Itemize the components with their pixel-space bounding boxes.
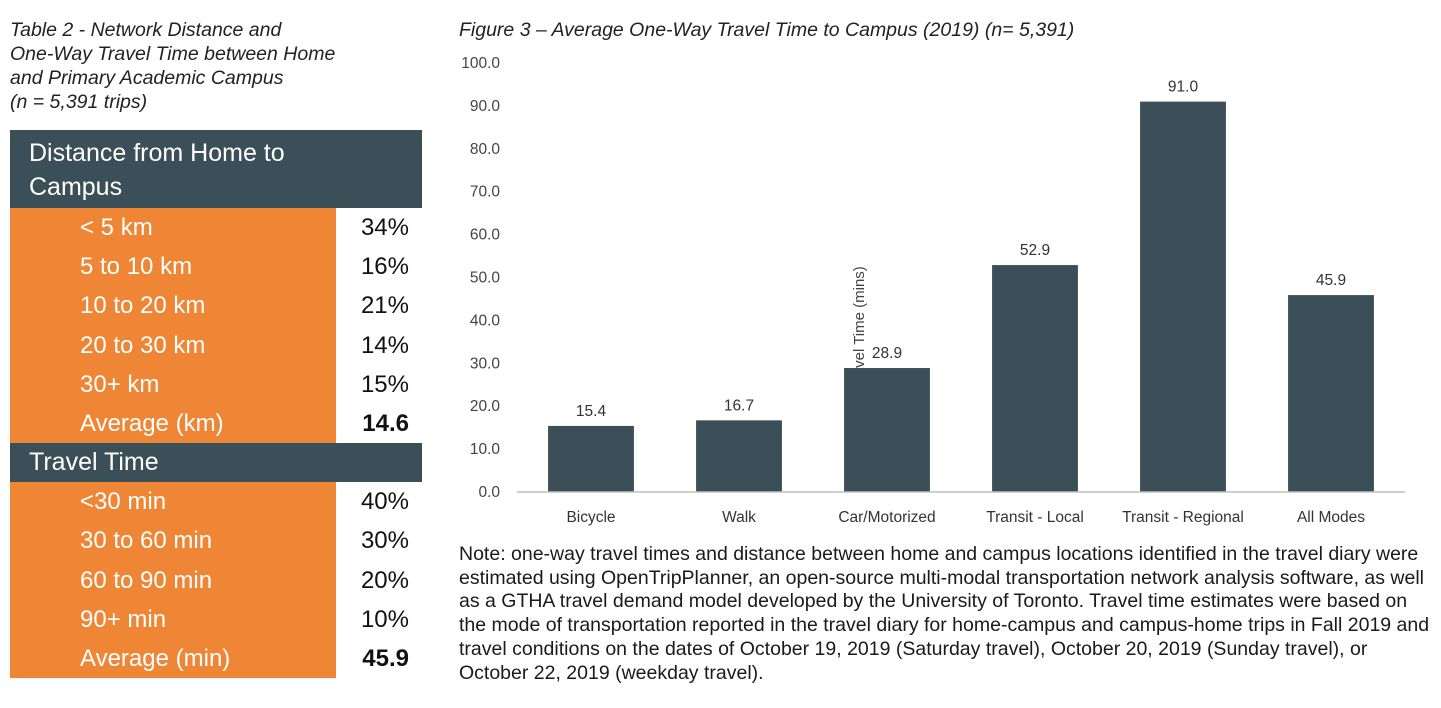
row-label: < 5 km	[10, 208, 336, 248]
table-caption-line: (n = 5,391 trips)	[10, 91, 148, 113]
bar-series	[548, 101, 1374, 493]
data-label: 16.7	[724, 397, 754, 414]
table-row: 30 to 60 min 30%	[10, 521, 422, 561]
y-axis-label: Travel Time (mins)	[851, 266, 868, 390]
row-value: 45.9	[336, 638, 422, 679]
data-label: 15.4	[576, 403, 607, 420]
distance-header-line: Campus	[29, 173, 123, 201]
table-row-average: Average (min) 45.9	[10, 638, 422, 679]
row-value: 15%	[336, 364, 422, 404]
row-value: 30%	[336, 521, 422, 561]
x-tick-label: Car/Motorized	[838, 509, 935, 526]
y-tick-label: 90.0	[470, 98, 501, 115]
bar	[548, 425, 634, 492]
row-label: 10 to 20 km	[10, 286, 336, 326]
table-row: 90+ min 10%	[10, 599, 422, 639]
y-tick-label: 40.0	[470, 312, 501, 329]
row-value: 10%	[336, 599, 422, 639]
data-labels: 15.4 16.7 28.9 52.9 91.0 45.9	[576, 79, 1346, 420]
travel-time-section-header: Travel Time	[10, 443, 422, 483]
row-value: 21%	[336, 286, 422, 326]
bar	[992, 265, 1078, 492]
bar-chart: 0.0 10.0 20.0 30.0 40.0 50.0 60.0 70.0 80.0 90.0 1…	[461, 55, 1405, 526]
data-label: 45.9	[1316, 272, 1346, 289]
row-label: <30 min	[10, 482, 336, 522]
x-axis-ticks: Bicycle Walk Car/Motorized Transit - Local T…	[566, 509, 1365, 526]
data-label: 28.9	[872, 345, 902, 362]
data-label: 91.0	[1168, 79, 1199, 96]
table-row: 5 to 10 km 16%	[10, 247, 422, 287]
x-tick-label: Transit - Regional	[1122, 509, 1244, 526]
table-row: 30+ km 15%	[10, 364, 422, 404]
data-label: 52.9	[1020, 242, 1050, 259]
y-tick-label: 30.0	[470, 355, 501, 372]
x-tick-label: Bicycle	[566, 509, 615, 526]
table-caption-line: and Primary Academic Campus	[10, 67, 284, 89]
table-row: 10 to 20 km 21%	[10, 286, 422, 326]
table-caption-line: Table 2 - Network Distance and	[10, 19, 282, 41]
y-tick-label: 0.0	[478, 484, 500, 501]
y-tick-label: 80.0	[470, 141, 501, 158]
row-value: 20%	[336, 560, 422, 600]
table-row: 20 to 30 km 14%	[10, 325, 422, 365]
bar	[696, 420, 782, 492]
row-label: 30+ km	[10, 364, 336, 404]
bar	[844, 368, 930, 492]
row-label: 20 to 30 km	[10, 325, 336, 365]
x-tick-label: Transit - Local	[986, 509, 1084, 526]
row-label: 60 to 90 min	[10, 560, 336, 600]
row-value: 34%	[336, 208, 422, 248]
y-tick-label: 70.0	[470, 184, 501, 201]
y-tick-label: 60.0	[470, 227, 501, 244]
row-value: 14.6	[336, 403, 422, 444]
row-label: Average (min)	[10, 638, 336, 679]
distance-header-line: Distance from Home to	[29, 139, 285, 167]
row-value: 40%	[336, 482, 422, 522]
row-label: Average (km)	[10, 403, 336, 444]
y-tick-label: 20.0	[470, 398, 501, 415]
table-caption-line: One-Way Travel Time between Home	[10, 43, 336, 65]
row-label: 30 to 60 min	[10, 521, 336, 561]
note-text: Note: one-way travel times and distance …	[459, 543, 1430, 684]
x-tick-label: Walk	[722, 509, 756, 526]
bar	[1288, 295, 1374, 492]
stats-table: Distance from Home to Campus < 5 km 34% …	[10, 130, 422, 679]
y-tick-label: 10.0	[470, 441, 501, 458]
table-row: < 5 km 34%	[10, 208, 422, 248]
table-row: 60 to 90 min 20%	[10, 560, 422, 600]
row-value: 16%	[336, 247, 422, 287]
row-value: 14%	[336, 325, 422, 365]
row-label: 90+ min	[10, 599, 336, 639]
x-tick-label: All Modes	[1297, 509, 1365, 526]
table-row: <30 min 40%	[10, 482, 422, 522]
row-label: 5 to 10 km	[10, 247, 336, 287]
y-axis-ticks: 0.0 10.0 20.0 30.0 40.0 50.0 60.0 70.0 80.0 90.0 1…	[461, 55, 500, 501]
y-tick-label: 100.0	[461, 55, 500, 72]
table-row-average: Average (km) 14.6	[10, 403, 422, 444]
distance-section-header: Distance from Home to Campus	[10, 130, 422, 208]
table-caption: Table 2 - Network Distance and One-Way T…	[10, 18, 410, 114]
chart-title: Figure 3 – Average One-Way Travel Time t…	[459, 19, 1075, 41]
bar	[1140, 101, 1226, 493]
y-tick-label: 50.0	[470, 270, 501, 287]
